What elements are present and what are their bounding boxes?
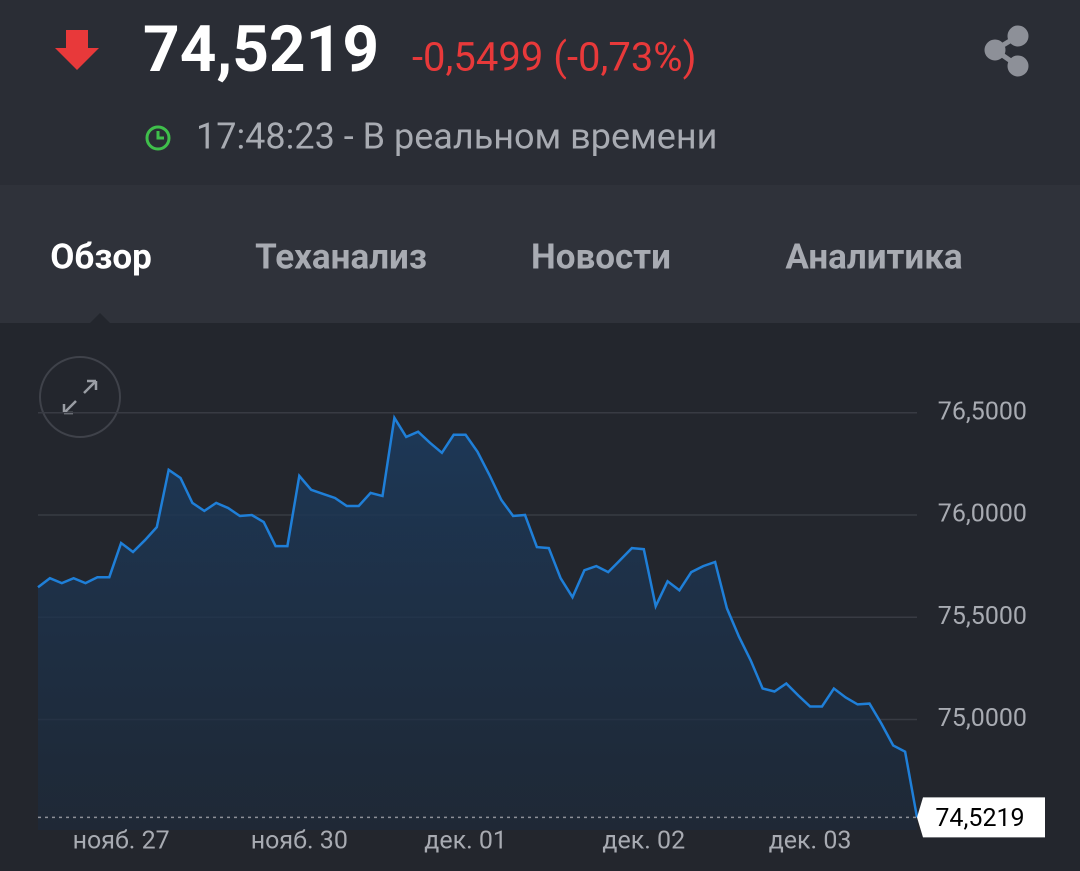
x-tick-label: нояб. 27 <box>73 827 170 856</box>
tab[interactable]: Новости <box>531 236 671 277</box>
y-tick-label: 76,5000 <box>938 397 1027 426</box>
last-value-label: 74,5219 <box>935 804 1024 833</box>
tab[interactable]: Обзор <box>50 236 152 277</box>
x-tick-label: дек. 01 <box>424 827 507 856</box>
expand-button[interactable] <box>39 356 121 438</box>
x-tick-label: нояб. 30 <box>251 827 348 856</box>
tab-indicator <box>90 313 110 323</box>
tab[interactable]: Аналитика <box>785 236 962 277</box>
clock-icon <box>145 125 171 151</box>
x-tick-label: дек. 03 <box>769 827 852 856</box>
line <box>37 414 919 818</box>
header-bg <box>0 0 1080 185</box>
price: 74,5219 <box>143 12 379 87</box>
y-tick-label: 75,0000 <box>938 704 1027 733</box>
tabs-bg <box>0 185 1080 323</box>
share-icon[interactable] <box>984 25 1029 77</box>
x-tick-label: дек. 02 <box>602 827 685 856</box>
chart: 75,0000 75,5000 76,0000 76,5000 нояб. 27 нояб… <box>37 397 1045 856</box>
tab[interactable]: Теханализ <box>255 236 427 277</box>
expand-icon <box>62 379 98 415</box>
time-status: 17:48:23 - В реальном времени <box>196 116 717 158</box>
down-arrow <box>55 30 99 70</box>
last-value-box <box>917 797 1045 838</box>
y-tick-label: 76,0000 <box>938 500 1027 529</box>
price-change: -0,5499 (-0,73%) <box>412 34 697 81</box>
clock-hands <box>156 131 164 140</box>
y-tick-label: 75,5000 <box>938 602 1027 631</box>
area-fill <box>38 417 917 830</box>
